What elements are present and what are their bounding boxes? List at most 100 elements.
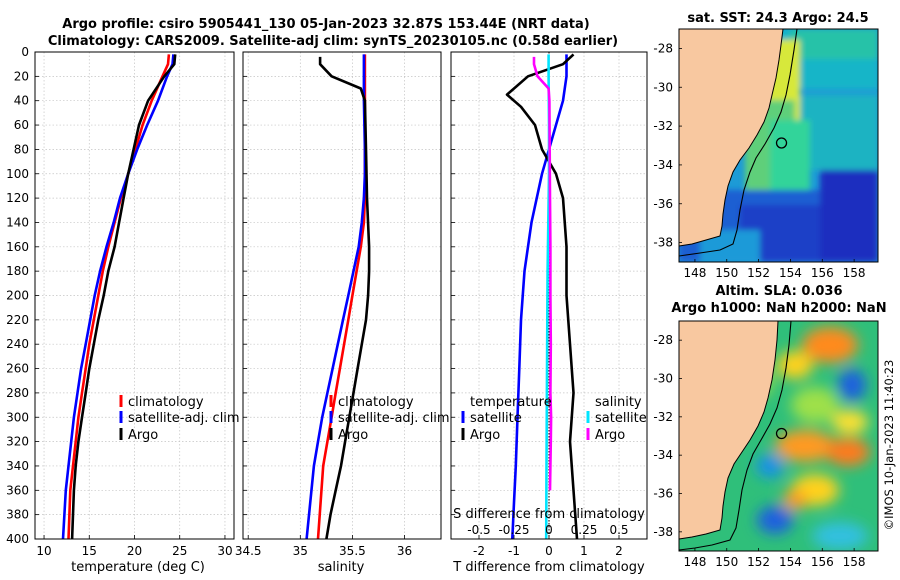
s-tick-label: -0.5 — [467, 523, 490, 537]
sst-float-marker — [775, 137, 788, 149]
x-tick-label: 25 — [172, 544, 187, 558]
series-line-satellite-adj-clim — [61, 54, 175, 540]
map-x-tick-label: 152 — [747, 266, 770, 280]
sla-coastline — [679, 321, 779, 540]
x-tick-label: 2 — [615, 544, 623, 558]
map-y-tick-label: -32 — [653, 410, 673, 424]
difference-legend: temperature satellite Argo salinity sate… — [461, 395, 647, 443]
map-x-tick-label: 154 — [779, 266, 802, 280]
map-x-tick-label: 148 — [683, 266, 706, 280]
s-tick-label: -0.25 — [498, 523, 529, 537]
series-line-temperature-argo — [505, 53, 579, 540]
imos-credit: ©IMOS 10-Jan-2023 11:40:23 — [882, 360, 896, 531]
map-y-tick-label: -28 — [653, 41, 673, 55]
sla-map-title-line1: Altim. SLA: 0.036 — [716, 284, 843, 299]
x-tick-label: 36 — [397, 544, 412, 558]
map-x-tick-label: 152 — [747, 555, 770, 569]
legend-t-satellite: satellite — [470, 411, 522, 426]
y-tick-label: 40 — [14, 94, 29, 108]
salinity-legend: climatology satellite-adj. clim Argo — [329, 395, 450, 443]
y-tick-label: 160 — [6, 240, 29, 254]
series-line-argo — [70, 54, 177, 540]
s-tick-label: 0.5 — [609, 523, 628, 537]
x-tick-label: 0 — [545, 544, 553, 558]
legend-argo: Argo — [338, 428, 368, 443]
map-x-tick-label: 158 — [843, 555, 866, 569]
y-tick-label: 360 — [6, 483, 29, 497]
sla-float-marker — [775, 427, 788, 440]
sla-map-frame — [678, 320, 879, 552]
map-x-tick-label: 150 — [715, 555, 738, 569]
sst-land — [679, 29, 783, 246]
map-y-tick-label: -36 — [653, 197, 673, 211]
map-x-tick-label: 156 — [811, 555, 834, 569]
temperature-xlabel: temperature (deg C) — [71, 560, 205, 575]
plot-frame — [450, 51, 648, 540]
y-tick-label: 300 — [6, 410, 29, 424]
map-y-tick-label: -34 — [653, 448, 673, 462]
temperature-panel: 10 15 20 25 30020406080100120140160180200220… — [6, 45, 235, 558]
y-tick-label: 400 — [6, 532, 29, 546]
s-tick-label: 0.25 — [571, 523, 598, 537]
legend-temperature-header: temperature — [470, 395, 552, 410]
y-tick-label: 60 — [14, 118, 29, 132]
y-tick-label: 0 — [21, 45, 29, 59]
legend-argo: Argo — [128, 428, 158, 443]
legend-satellite-adj: satellite-adj. clim — [128, 411, 240, 426]
y-tick-label: 380 — [6, 508, 29, 522]
x-tick-label: -2 — [473, 544, 485, 558]
s-difference-label: S difference from climatology — [453, 507, 645, 522]
x-tick-label: 15 — [82, 544, 97, 558]
series-line-climatology — [67, 54, 171, 540]
sst-map-axes: 148 150 152 154 156 158 -28 -30 -32 -34 -36 -38 — [653, 41, 865, 280]
map-x-tick-label: 150 — [715, 266, 738, 280]
map-y-tick-label: -30 — [653, 80, 673, 94]
series-line-salinity-argo — [532, 56, 553, 491]
x-tick-label: 20 — [127, 544, 142, 558]
y-tick-label: 180 — [6, 264, 29, 278]
sst-isobath — [679, 29, 798, 257]
y-tick-label: 140 — [6, 215, 29, 229]
sst-map-title: sat. SST: 24.3 Argo: 24.5 — [687, 11, 868, 26]
sst-coastline — [679, 29, 784, 247]
x-tick-label: 34.5 — [235, 544, 262, 558]
difference-panel: -2 -1 0 1 2 -0.5 -0.25 0 0.25 0.5 — [450, 51, 648, 558]
y-tick-label: 340 — [6, 459, 29, 473]
map-y-tick-label: -30 — [653, 372, 673, 386]
figure-title-line2: Climatology: CARS2009. Satellite-adj cli… — [48, 34, 618, 49]
y-tick-label: 280 — [6, 386, 29, 400]
legend-s-satellite: satellite — [595, 411, 647, 426]
salinity-panel: 34.5 35 35.5 36 — [235, 51, 442, 558]
x-tick-label: 30 — [217, 544, 232, 558]
series-line-satellite-adj-clim — [305, 54, 367, 540]
legend-salinity-header: salinity — [595, 395, 642, 410]
sla-land — [679, 321, 778, 539]
plot-frame — [34, 51, 235, 540]
legend-climatology: climatology — [128, 395, 204, 410]
y-tick-label: 100 — [6, 167, 29, 181]
plot-frame — [242, 51, 442, 540]
difference-xlabel: T difference from climatology — [452, 560, 645, 575]
map-y-tick-label: -28 — [653, 333, 673, 347]
y-tick-label: 220 — [6, 313, 29, 327]
map-x-tick-label: 154 — [779, 555, 802, 569]
sla-map: 148 150 152 154 156 158 -28 -30 -32 -34 -36 -38 — [653, 320, 879, 569]
series-line-argo — [318, 56, 371, 540]
y-tick-label: 120 — [6, 191, 29, 205]
y-tick-label: 200 — [6, 289, 29, 303]
map-y-tick-label: -36 — [653, 487, 673, 501]
map-y-tick-label: -32 — [653, 119, 673, 133]
map-y-tick-label: -38 — [653, 525, 673, 539]
salinity-xlabel: salinity — [318, 560, 365, 575]
x-tick-label: -1 — [508, 544, 520, 558]
sla-map-title-line2: Argo h1000: NaN h2000: NaN — [671, 301, 886, 316]
map-x-tick-label: 156 — [811, 266, 834, 280]
s-tick-label: 0 — [545, 523, 553, 537]
y-tick-label: 260 — [6, 362, 29, 376]
x-tick-label: 35.5 — [339, 544, 366, 558]
sst-map: 148 150 152 154 156 158 -28 -30 -32 -34 -36 -38 — [653, 28, 879, 280]
map-y-tick-label: -38 — [653, 236, 673, 250]
map-y-tick-label: -34 — [653, 158, 673, 172]
map-x-tick-label: 158 — [843, 266, 866, 280]
